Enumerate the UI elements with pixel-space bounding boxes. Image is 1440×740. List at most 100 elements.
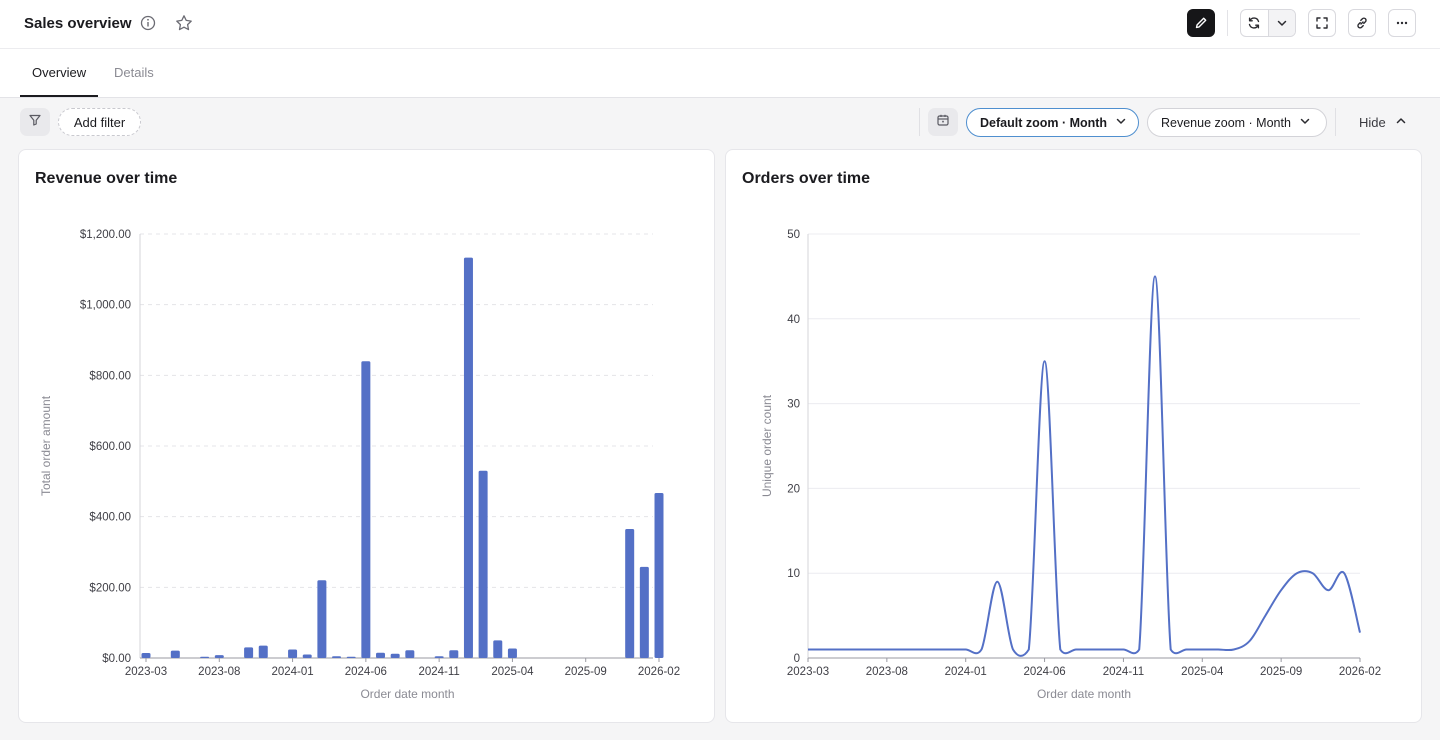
revenue-chart: $0.00 $200.00 $400.00 $600.00 $800.00 $1,000.… — [39, 229, 680, 701]
chevron-up-icon — [1395, 115, 1407, 130]
fullscreen-button[interactable] — [1308, 9, 1336, 37]
orders-chart: 0 10 20 30 40 50 2023-03 2023-08 2024-01 2024-06 2… — [760, 229, 1381, 701]
x-tick-label: 2024-01 — [271, 666, 313, 678]
y-tick-label: 10 — [787, 568, 800, 580]
bar — [317, 580, 327, 658]
bar — [390, 653, 400, 658]
bar — [463, 257, 473, 658]
x-tick-label: 2023-08 — [198, 666, 240, 678]
y-tick-label: 30 — [787, 399, 800, 411]
x-axis-title: Order date month — [360, 687, 454, 701]
chart-title: Orders over time — [742, 170, 871, 187]
y-tick-label: $0.00 — [102, 653, 131, 665]
chevron-down-icon[interactable] — [1267, 10, 1295, 36]
x-tick-label: 2025-09 — [565, 666, 607, 678]
bar — [434, 656, 444, 658]
revenue-zoom-label: Revenue zoom · Month — [1161, 115, 1291, 130]
more-icon — [1395, 16, 1409, 30]
x-tick-label: 2023-08 — [866, 666, 908, 678]
filter-bar: Add filter Default zoom · Month Revenue … — [0, 98, 1440, 148]
bar — [302, 654, 312, 658]
bar — [376, 652, 386, 658]
filter-divider — [1335, 108, 1336, 136]
y-tick-label: $600.00 — [89, 441, 131, 453]
edit-button[interactable] — [1187, 9, 1215, 37]
bar — [288, 649, 298, 658]
bar — [625, 529, 635, 658]
calendar-icon — [936, 113, 950, 132]
y-tick-label: 20 — [787, 483, 800, 495]
bar — [639, 566, 649, 658]
y-tick-label: $400.00 — [89, 512, 131, 524]
x-axis-title: Order date month — [1037, 687, 1131, 701]
x-tick-label: 2024-11 — [418, 666, 459, 678]
page-title: Sales overview — [24, 15, 132, 32]
x-tick-label: 2026-02 — [638, 666, 680, 678]
refresh-icon[interactable] — [1241, 10, 1268, 36]
revenue-zoom-select[interactable]: Revenue zoom · Month — [1147, 108, 1327, 137]
bar — [346, 656, 356, 658]
filter-button[interactable] — [20, 108, 50, 136]
bar — [654, 492, 664, 658]
top-bar: Sales overview — [0, 0, 1440, 49]
x-tick-label: 2024-01 — [945, 666, 987, 678]
y-tick-label: $800.00 — [89, 370, 131, 382]
fullscreen-icon — [1315, 16, 1329, 30]
bar — [332, 656, 342, 658]
link-button[interactable] — [1348, 9, 1376, 37]
bar — [170, 650, 180, 658]
default-zoom-select[interactable]: Default zoom · Month — [966, 108, 1139, 137]
hide-label: Hide — [1359, 114, 1386, 130]
bar — [478, 470, 488, 658]
x-tick-label: 2024-11 — [1103, 666, 1144, 678]
info-icon[interactable] — [139, 14, 157, 32]
y-tick-label: 40 — [787, 314, 800, 326]
x-tick-label: 2023-03 — [125, 666, 167, 678]
toolbar-divider — [1227, 10, 1228, 36]
hide-filters-button[interactable]: Hide — [1345, 108, 1407, 136]
tab-overview[interactable]: Overview — [32, 65, 87, 80]
star-icon[interactable] — [174, 13, 194, 33]
chevron-down-icon — [1299, 115, 1311, 130]
tab-bar: Overview Details — [0, 49, 1440, 98]
date-button[interactable] — [928, 108, 958, 136]
bar — [200, 656, 210, 658]
x-tick-label: 2024-06 — [345, 666, 387, 678]
bar — [405, 650, 415, 658]
default-zoom-label: Default zoom · Month — [980, 115, 1108, 130]
revenue-chart-card: Revenue over time $0.00 $200.00 $400.00 $60… — [18, 149, 715, 723]
x-tick-label: 2025-09 — [1260, 666, 1302, 678]
y-tick-label: 0 — [794, 653, 800, 665]
x-tick-label: 2025-04 — [491, 666, 534, 678]
bar — [258, 645, 268, 658]
y-axis-title: Total order amount — [39, 395, 53, 496]
x-tick-label: 2023-03 — [787, 666, 829, 678]
bar — [244, 647, 254, 658]
bar — [141, 653, 151, 658]
orders-chart-card: Orders over time 0 10 20 30 40 50 2023-03 2023-… — [725, 149, 1422, 723]
bar — [361, 361, 371, 658]
filter-divider — [919, 108, 920, 136]
x-tick-label: 2025-04 — [1181, 666, 1224, 678]
bar — [493, 640, 503, 658]
add-filter-button[interactable]: Add filter — [58, 108, 141, 136]
filter-icon — [28, 113, 42, 132]
x-tick-label: 2024-06 — [1023, 666, 1065, 678]
chart-title: Revenue over time — [35, 170, 178, 187]
tab-details[interactable]: Details — [114, 65, 154, 80]
pencil-icon — [1194, 16, 1208, 30]
x-tick-label: 2026-02 — [1339, 666, 1381, 678]
bar — [507, 648, 517, 658]
y-tick-label: $1,000.00 — [80, 300, 131, 312]
link-icon — [1355, 16, 1369, 30]
y-tick-label: 50 — [787, 229, 800, 241]
bar — [449, 650, 459, 658]
y-tick-label: $200.00 — [89, 582, 131, 594]
y-tick-label: $1,200.00 — [80, 229, 131, 241]
y-axis-title: Unique order count — [760, 394, 774, 497]
refresh-button-group[interactable] — [1240, 9, 1296, 37]
more-options-button[interactable] — [1388, 9, 1416, 37]
active-tab-indicator — [20, 95, 98, 97]
series-line — [808, 275, 1361, 657]
chevron-down-icon — [1115, 115, 1127, 130]
